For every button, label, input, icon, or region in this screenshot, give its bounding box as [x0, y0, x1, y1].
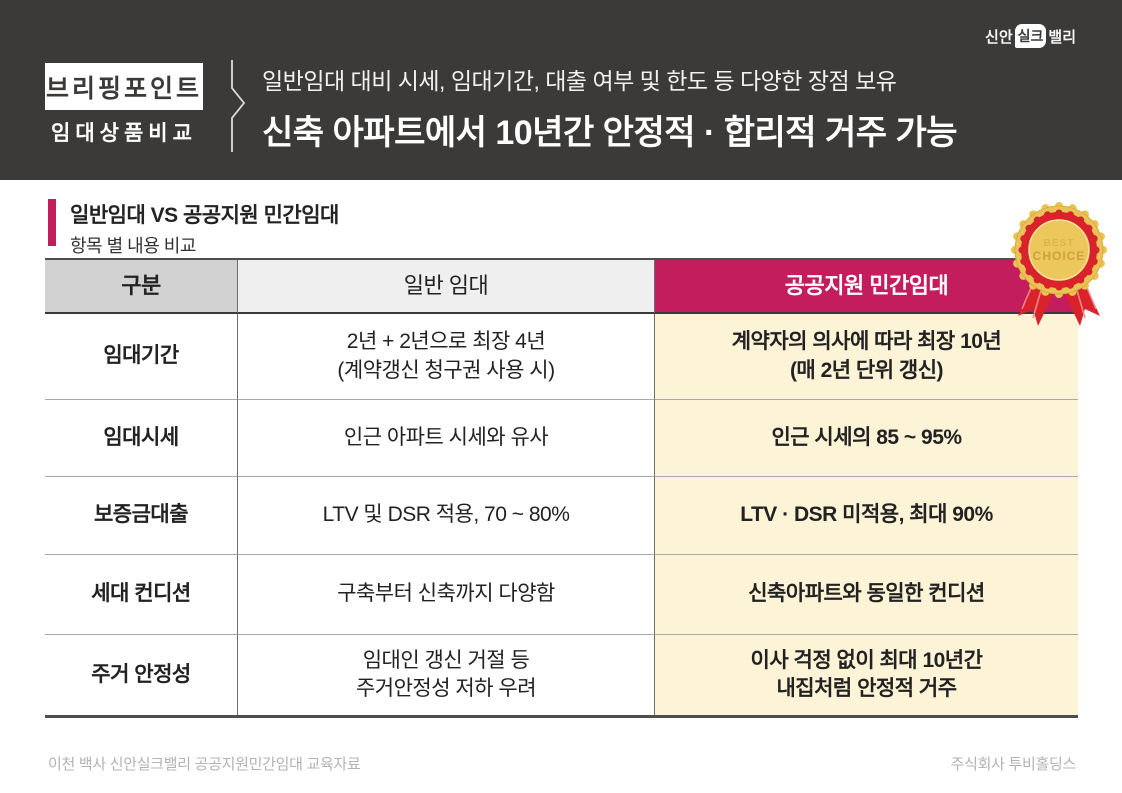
headline-block: 일반임대 대비 시세, 임대기간, 대출 여부 및 한도 등 다양한 장점 보유… — [262, 62, 958, 154]
best-choice-medal-icon: BEST CHOICE — [1011, 202, 1107, 326]
row-general-unit-condition: 구축부터 신축까지 다양함 — [238, 555, 655, 635]
logo-mark: 실크 — [1014, 24, 1047, 48]
comparison-table: 구분 일반 임대 공공지원 민간임대 임대기간 2년 + 2년으로 최장 4년 … — [45, 258, 1078, 718]
badge-subtitle: 임대상품비교 — [51, 122, 197, 145]
accent-bar — [48, 199, 56, 246]
footer-source-text: 이천 백사 신안실크밸리 공공지원민간임대 교육자료 — [48, 756, 361, 773]
brand-logo: 신안 실크 밸리 — [985, 24, 1076, 48]
row-general-rent-price: 인근 아파트 시세와 유사 — [238, 400, 655, 477]
row-general-lease-period: 2년 + 2년으로 최장 4년 (계약갱신 청구권 사용 시) — [238, 314, 655, 400]
row-general-deposit-loan: LTV 및 DSR 적용, 70 ~ 80% — [238, 477, 655, 555]
row-label-unit-condition: 세대 컨디션 — [45, 555, 238, 635]
header-band: 브리핑포인트 임대상품비교 일반임대 대비 시세, 임대기간, 대출 여부 및 … — [0, 0, 1122, 180]
chevron-divider-icon — [231, 60, 246, 152]
headline-sub: 일반임대 대비 시세, 임대기간, 대출 여부 및 한도 등 다양한 장점 보유 — [262, 68, 897, 94]
footer-company-text: 주식회사 투비홀딩스 — [950, 756, 1077, 773]
row-public-housing-stability: 이사 걱정 없이 최대 10년간 내집처럼 안정적 거주 — [655, 635, 1078, 715]
section-title-block: 일반임대 VS 공공지원 민간임대 항목 별 내용 비교 — [48, 199, 339, 258]
section-title: 일반임대 VS 공공지원 민간임대 — [70, 204, 339, 227]
medal-text-choice: CHOICE — [1033, 249, 1086, 263]
row-label-housing-stability: 주거 안정성 — [45, 635, 238, 715]
briefing-point-badge: 브리핑포인트 — [45, 63, 203, 110]
section-subtitle: 항목 별 내용 비교 — [70, 236, 196, 256]
row-label-lease-period: 임대기간 — [45, 314, 238, 400]
row-label-deposit-loan: 보증금대출 — [45, 477, 238, 555]
table-header-general: 일반 임대 — [238, 260, 655, 314]
row-public-lease-period: 계약자의 의사에 따라 최장 10년 (매 2년 단위 갱신) — [655, 314, 1078, 400]
medal-text-best: BEST — [1044, 238, 1075, 249]
row-public-deposit-loan: LTV · DSR 미적용, 최대 90% — [655, 477, 1078, 555]
logo-suffix: 밸리 — [1048, 28, 1076, 46]
table-header-category: 구분 — [45, 260, 238, 314]
headline-main: 신축 아파트에서 10년간 안정적 · 합리적 거주 가능 — [262, 114, 958, 152]
row-public-unit-condition: 신축아파트와 동일한 컨디션 — [655, 555, 1078, 635]
logo-prefix: 신안 — [985, 28, 1013, 46]
table-header-public: 공공지원 민간임대 — [655, 260, 1078, 314]
row-label-rent-price: 임대시세 — [45, 400, 238, 477]
row-general-housing-stability: 임대인 갱신 거절 등 주거안정성 저하 우려 — [238, 635, 655, 715]
briefing-point-label: 브리핑포인트 — [45, 74, 202, 103]
row-public-rent-price: 인근 시세의 85 ~ 95% — [655, 400, 1078, 477]
